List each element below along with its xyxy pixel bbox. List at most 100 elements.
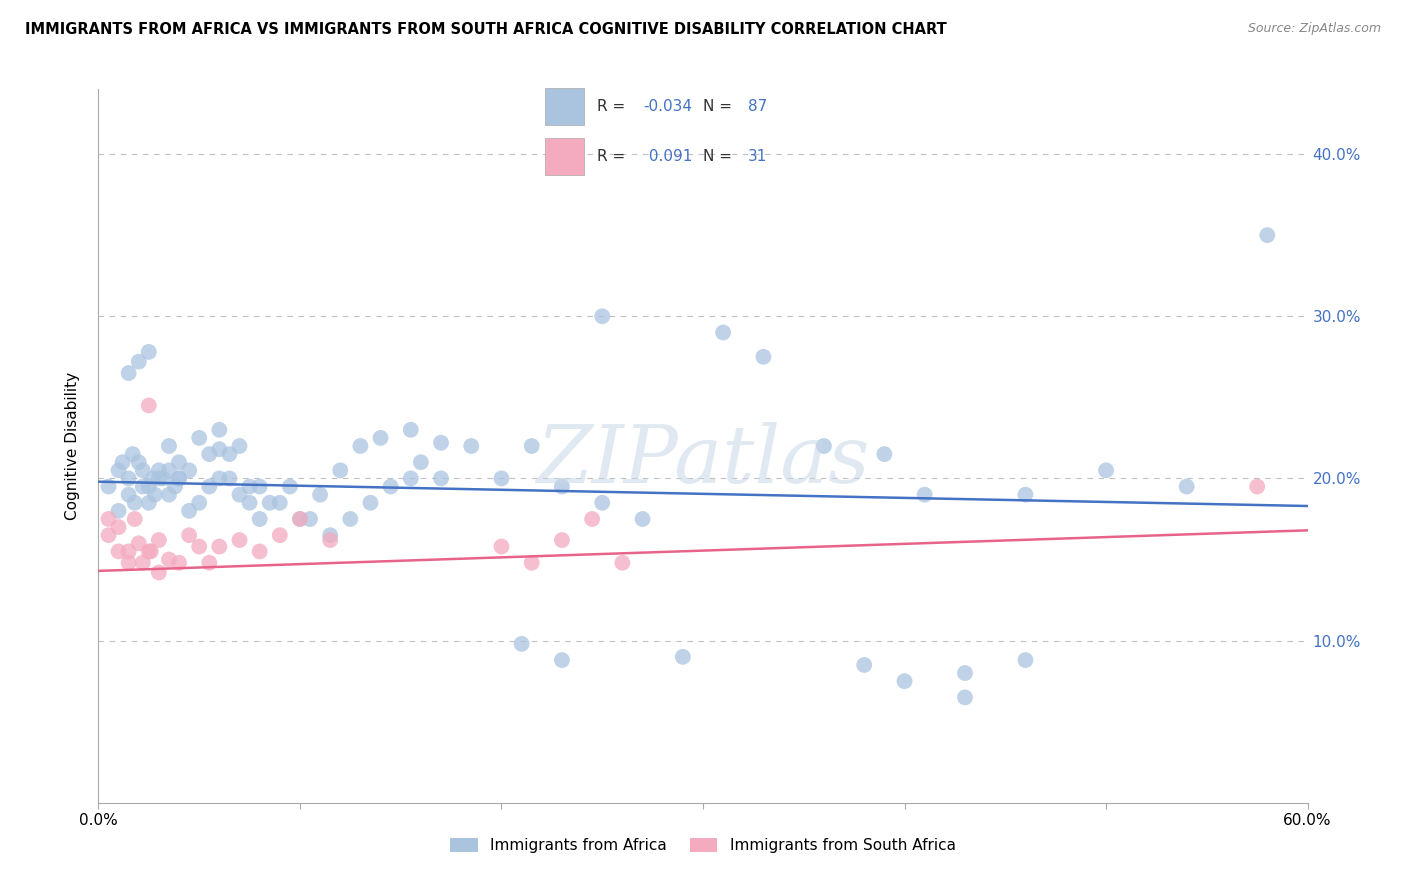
Text: 31: 31 xyxy=(748,149,766,164)
Point xyxy=(218,447,240,461)
Text: -0.034: -0.034 xyxy=(644,99,693,114)
Point xyxy=(132,463,155,477)
Point xyxy=(124,496,146,510)
Point xyxy=(813,439,835,453)
Point xyxy=(672,649,695,664)
Point xyxy=(893,674,915,689)
Legend: Immigrants from Africa, Immigrants from South Africa: Immigrants from Africa, Immigrants from … xyxy=(444,831,962,859)
Point xyxy=(107,520,129,534)
Point xyxy=(288,512,311,526)
Point xyxy=(157,488,180,502)
Point xyxy=(1256,228,1278,243)
Point xyxy=(329,463,352,477)
Point xyxy=(97,479,120,493)
Point xyxy=(591,496,613,510)
Point xyxy=(198,479,221,493)
Text: 0.091: 0.091 xyxy=(644,149,692,164)
Point xyxy=(339,512,361,526)
Point xyxy=(107,504,129,518)
Point xyxy=(148,463,170,477)
Point xyxy=(581,512,603,526)
Point xyxy=(138,496,160,510)
Point xyxy=(239,479,262,493)
Point xyxy=(139,544,162,558)
Point xyxy=(551,533,574,547)
Point xyxy=(167,471,190,485)
Point xyxy=(167,455,190,469)
Point xyxy=(157,463,180,477)
Point xyxy=(269,528,291,542)
Point xyxy=(1095,463,1118,477)
Text: N =: N = xyxy=(703,99,737,114)
Point xyxy=(143,488,166,502)
Point xyxy=(142,471,165,485)
Point xyxy=(228,533,250,547)
Text: ZIPatlas: ZIPatlas xyxy=(536,422,870,499)
Point xyxy=(711,326,734,340)
Point xyxy=(208,540,231,554)
Point xyxy=(208,442,231,457)
Point xyxy=(399,423,422,437)
Point xyxy=(157,552,180,566)
Text: R =: R = xyxy=(596,99,630,114)
Point xyxy=(1014,653,1036,667)
Point xyxy=(520,556,543,570)
Point xyxy=(188,540,211,554)
Point xyxy=(148,533,170,547)
Y-axis label: Cognitive Disability: Cognitive Disability xyxy=(65,372,80,520)
Point xyxy=(460,439,482,453)
Point xyxy=(157,439,180,453)
Point xyxy=(128,354,150,368)
Point xyxy=(380,479,402,493)
Point xyxy=(259,496,281,510)
Point xyxy=(118,488,141,502)
Point xyxy=(188,496,211,510)
Point xyxy=(148,471,170,485)
Point xyxy=(551,479,574,493)
Point xyxy=(299,512,322,526)
Text: IMMIGRANTS FROM AFRICA VS IMMIGRANTS FROM SOUTH AFRICA COGNITIVE DISABILITY CORR: IMMIGRANTS FROM AFRICA VS IMMIGRANTS FRO… xyxy=(25,22,948,37)
Point xyxy=(612,556,634,570)
Point xyxy=(269,496,291,510)
Point xyxy=(873,447,896,461)
Point xyxy=(167,471,190,485)
FancyBboxPatch shape xyxy=(544,137,583,175)
Point xyxy=(188,431,211,445)
Point xyxy=(249,479,271,493)
Point xyxy=(218,471,240,485)
Point xyxy=(148,566,170,580)
Point xyxy=(370,431,392,445)
Point xyxy=(430,471,453,485)
Point xyxy=(1246,479,1268,493)
Point xyxy=(591,310,613,324)
Point xyxy=(128,455,150,469)
Point xyxy=(138,479,160,493)
Point xyxy=(138,399,160,413)
Point xyxy=(631,512,654,526)
Point xyxy=(121,447,143,461)
Point xyxy=(138,544,160,558)
Point xyxy=(1175,479,1198,493)
Point xyxy=(360,496,382,510)
Point xyxy=(138,345,160,359)
Point xyxy=(551,653,574,667)
Point xyxy=(128,536,150,550)
Point xyxy=(118,366,141,380)
Point xyxy=(953,690,976,705)
Point xyxy=(278,479,301,493)
Point xyxy=(239,496,262,510)
Point xyxy=(118,471,141,485)
Point xyxy=(249,512,271,526)
Point xyxy=(228,488,250,502)
Point xyxy=(228,439,250,453)
Point xyxy=(198,447,221,461)
Point xyxy=(249,544,271,558)
Point xyxy=(309,488,332,502)
Point xyxy=(107,463,129,477)
Point xyxy=(163,479,186,493)
Point xyxy=(179,463,201,477)
Point xyxy=(208,471,231,485)
Point xyxy=(914,488,936,502)
Point xyxy=(118,556,141,570)
Point xyxy=(132,556,155,570)
